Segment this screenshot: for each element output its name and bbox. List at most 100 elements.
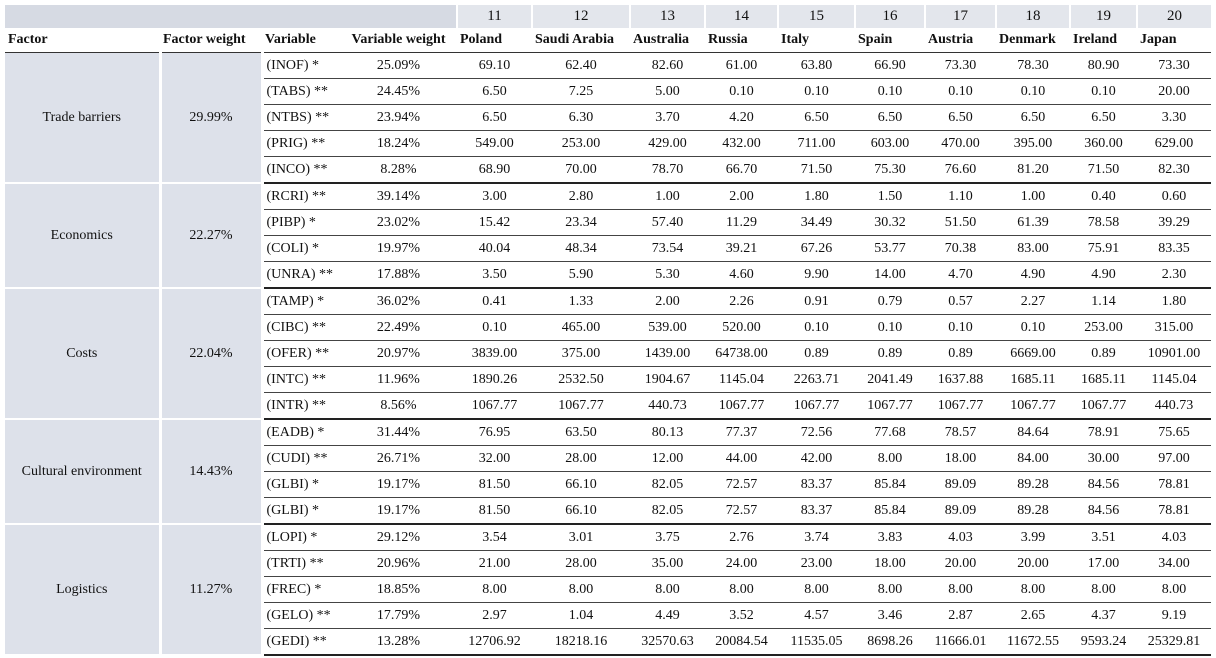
variable-weight: 19.17%	[340, 471, 457, 498]
value-cell: 83.37	[778, 471, 855, 498]
data-table: 11 12 13 14 15 16 17 18 19 20 Factor Factor weight V…	[5, 5, 1211, 656]
value-cell: 8.00	[855, 445, 925, 472]
value-cell: 67.26	[778, 235, 855, 262]
value-cell: 32570.63	[630, 628, 705, 656]
value-cell: 1890.26	[457, 366, 532, 393]
value-cell: 1067.77	[532, 392, 630, 420]
data-row: (INCO) ** 8.28% 68.90 70.00 78.70 66.70 71.50 7…	[5, 156, 1211, 184]
value-cell: 1.33	[532, 288, 630, 315]
value-cell: 84.64	[996, 419, 1070, 446]
value-cell: 6.50	[1070, 104, 1137, 131]
value-cell: 0.10	[996, 314, 1070, 341]
value-cell: 77.68	[855, 419, 925, 446]
value-cell: 75.30	[855, 156, 925, 184]
value-cell: 7.25	[532, 78, 630, 105]
value-cell: 68.90	[457, 156, 532, 184]
value-cell: 4.70	[925, 261, 996, 289]
country-header: Australia	[630, 28, 705, 53]
variable-weight: 19.97%	[340, 235, 457, 262]
value-cell: 3.75	[630, 524, 705, 551]
value-cell: 3.70	[630, 104, 705, 131]
factor-weight: 11.27%	[160, 524, 264, 656]
value-cell: 76.60	[925, 156, 996, 184]
value-cell: 0.10	[778, 314, 855, 341]
value-cell: 1.00	[996, 183, 1070, 210]
country-header: Denmark	[996, 28, 1070, 53]
value-cell: 57.40	[630, 209, 705, 236]
data-row: (INTC) ** 11.96% 1890.26 2532.50 1904.67 1145…	[5, 366, 1211, 393]
column-header: Factor weight	[160, 28, 262, 53]
country-header: Poland	[457, 28, 532, 53]
value-cell: 0.41	[457, 288, 532, 315]
value-cell: 15.42	[457, 209, 532, 236]
value-cell: 6.50	[855, 104, 925, 131]
value-cell: 11.29	[705, 209, 778, 236]
variable-name: (LOPI) *	[262, 524, 340, 551]
variable-weight: 39.14%	[340, 183, 457, 210]
value-cell: 75.65	[1137, 419, 1211, 446]
variable-name: (INTC) **	[262, 366, 340, 393]
value-cell: 11666.01	[925, 628, 996, 656]
data-row: (COLI) * 19.97% 40.04 48.34 73.54 39.21 67.26 5…	[5, 235, 1211, 262]
variable-weight: 31.44%	[340, 419, 457, 446]
value-cell: 1.10	[925, 183, 996, 210]
value-cell: 72.56	[778, 419, 855, 446]
variable-name: (INCO) **	[262, 156, 340, 184]
value-cell: 83.00	[996, 235, 1070, 262]
value-cell: 20.00	[925, 550, 996, 577]
variable-name: (TRTI) **	[262, 550, 340, 577]
country-header: Russia	[705, 28, 778, 53]
value-cell: 395.00	[996, 130, 1070, 157]
variable-weight: 18.24%	[340, 130, 457, 157]
value-cell: 40.04	[457, 235, 532, 262]
value-cell: 64738.00	[705, 340, 778, 367]
value-cell: 1.80	[1137, 288, 1211, 315]
data-row: (FREC) * 18.85% 8.00 8.00 8.00 8.00 8.00 8.00 8.…	[5, 576, 1211, 603]
variable-name: (RCRI) **	[262, 183, 340, 210]
variable-name: (FREC) *	[262, 576, 340, 603]
column-header: Factor	[5, 28, 160, 53]
variable-weight: 25.09%	[340, 52, 457, 79]
data-row: (GLBI) * 19.17% 81.50 66.10 82.05 72.57 83.37 8…	[5, 471, 1211, 498]
value-cell: 1.80	[778, 183, 855, 210]
data-row: (NTBS) ** 23.94% 6.50 6.30 3.70 4.20 6.50 6.50 6…	[5, 104, 1211, 131]
variable-name: (PRIG) **	[262, 130, 340, 157]
value-cell: 0.60	[1137, 183, 1211, 210]
value-cell: 78.81	[1137, 497, 1211, 525]
variable-name: (GELO) **	[262, 602, 340, 629]
value-cell: 1685.11	[996, 366, 1070, 393]
column-header: Variable	[262, 28, 340, 53]
value-cell: 66.10	[532, 497, 630, 525]
value-cell: 3.46	[855, 602, 925, 629]
data-row: Trade barriers 29.99% (INOF) * 25.09% 69.10 6…	[5, 52, 1211, 184]
value-cell: 28.00	[532, 550, 630, 577]
value-cell: 10901.00	[1137, 340, 1211, 367]
data-row: (OFER) ** 20.97% 3839.00 375.00 1439.00 64738…	[5, 340, 1211, 367]
value-cell: 6.50	[457, 104, 532, 131]
value-cell: 0.10	[855, 78, 925, 105]
value-cell: 63.50	[532, 419, 630, 446]
value-cell: 432.00	[705, 130, 778, 157]
value-cell: 2.87	[925, 602, 996, 629]
value-cell: 78.81	[1137, 471, 1211, 498]
variable-weight: 29.12%	[340, 524, 457, 551]
data-row: (UNRA) ** 17.88% 3.50 5.90 5.30 4.60 9.90 14.00…	[5, 261, 1211, 289]
value-cell: 8.00	[532, 576, 630, 603]
column-header: Variable weight	[340, 28, 457, 53]
value-cell: 0.10	[1070, 78, 1137, 105]
value-cell: 85.84	[855, 471, 925, 498]
value-cell: 465.00	[532, 314, 630, 341]
data-row: (PIBP) * 23.02% 15.42 23.34 57.40 11.29 34.49 3…	[5, 209, 1211, 236]
value-cell: 80.13	[630, 419, 705, 446]
value-cell: 70.00	[532, 156, 630, 184]
factor-name: Logistics	[5, 524, 162, 656]
value-cell: 8.00	[778, 576, 855, 603]
value-cell: 4.60	[705, 261, 778, 289]
country-header: Japan	[1137, 28, 1211, 53]
value-cell: 28.00	[532, 445, 630, 472]
value-cell: 4.37	[1070, 602, 1137, 629]
value-cell: 3.83	[855, 524, 925, 551]
value-cell: 2532.50	[532, 366, 630, 393]
factor-weight: 14.43%	[160, 419, 264, 525]
value-cell: 3.01	[532, 524, 630, 551]
